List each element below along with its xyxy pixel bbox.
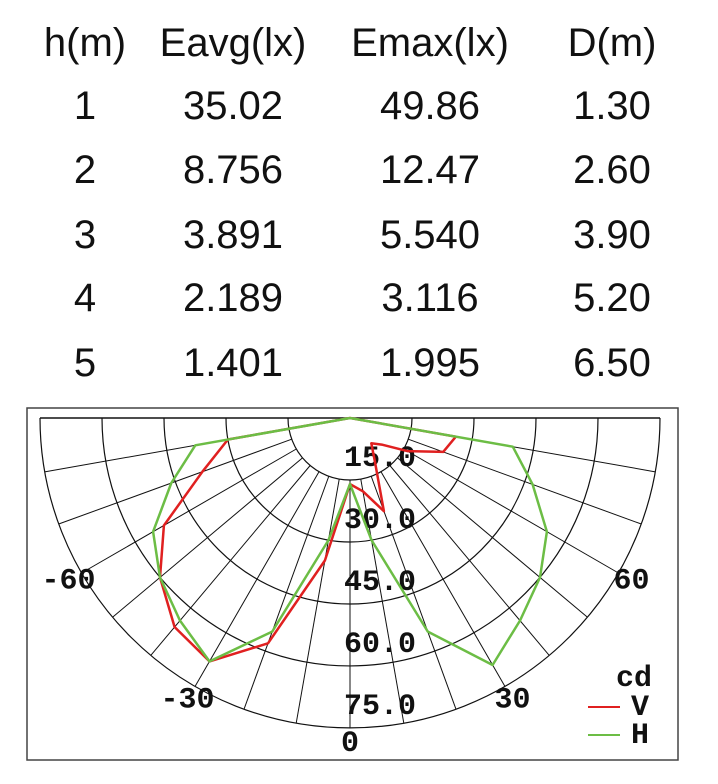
table-cell: 4 <box>73 276 97 320</box>
table-cell: 3.116 <box>381 276 479 320</box>
ring <box>39 417 661 729</box>
chart-frame <box>26 407 679 761</box>
table-cell: 2.189 <box>182 276 284 320</box>
table-cell: 3 <box>73 213 97 257</box>
table-header: h(m) <box>43 21 127 65</box>
radial-tick-label: 15.0 <box>344 442 416 476</box>
radial-tick-label: 60.0 <box>344 628 416 662</box>
table-cell: 49.86 <box>379 84 481 128</box>
table-cell: 3.891 <box>182 213 284 257</box>
table-cell: 2 <box>73 148 97 192</box>
angle-tick-label: 30 <box>494 683 530 717</box>
table-header: Emax(lx) <box>351 21 509 65</box>
table-cell: 1.995 <box>379 341 481 385</box>
ring <box>287 417 413 481</box>
table-cell: 12.47 <box>379 148 481 192</box>
table-cell: 1 <box>73 84 97 128</box>
table-cell: 5.20 <box>573 276 651 320</box>
legend-label: V <box>631 691 649 725</box>
table-cell: 3.90 <box>573 213 651 257</box>
table-cell: 5.540 <box>379 213 481 257</box>
radial-tick-label: 30.0 <box>344 504 416 538</box>
table-cell: 35.02 <box>182 84 284 128</box>
intensity-curve <box>151 416 549 667</box>
ring <box>225 417 475 543</box>
table-cell: 8.756 <box>182 148 284 192</box>
table-cell: 6.50 <box>573 341 651 385</box>
table-cell: 5 <box>73 341 97 385</box>
radial-tick-label: 75.0 <box>344 690 416 724</box>
angle-tick-label: 0 <box>341 727 359 761</box>
table-cell: 1.401 <box>182 341 284 385</box>
ring <box>163 417 537 605</box>
legend-label: H <box>631 719 649 753</box>
legend-title: cd <box>616 662 652 696</box>
ring <box>101 417 599 667</box>
table-header: Eavg(lx) <box>159 21 307 65</box>
table-cell: 1.30 <box>573 84 651 128</box>
angle-tick-label: -60 <box>42 564 96 598</box>
angle-tick-label: 60 <box>613 564 649 598</box>
table-cell: 2.60 <box>573 148 651 192</box>
table-header: D(m) <box>567 21 657 65</box>
angle-tick-label: -30 <box>160 683 214 717</box>
